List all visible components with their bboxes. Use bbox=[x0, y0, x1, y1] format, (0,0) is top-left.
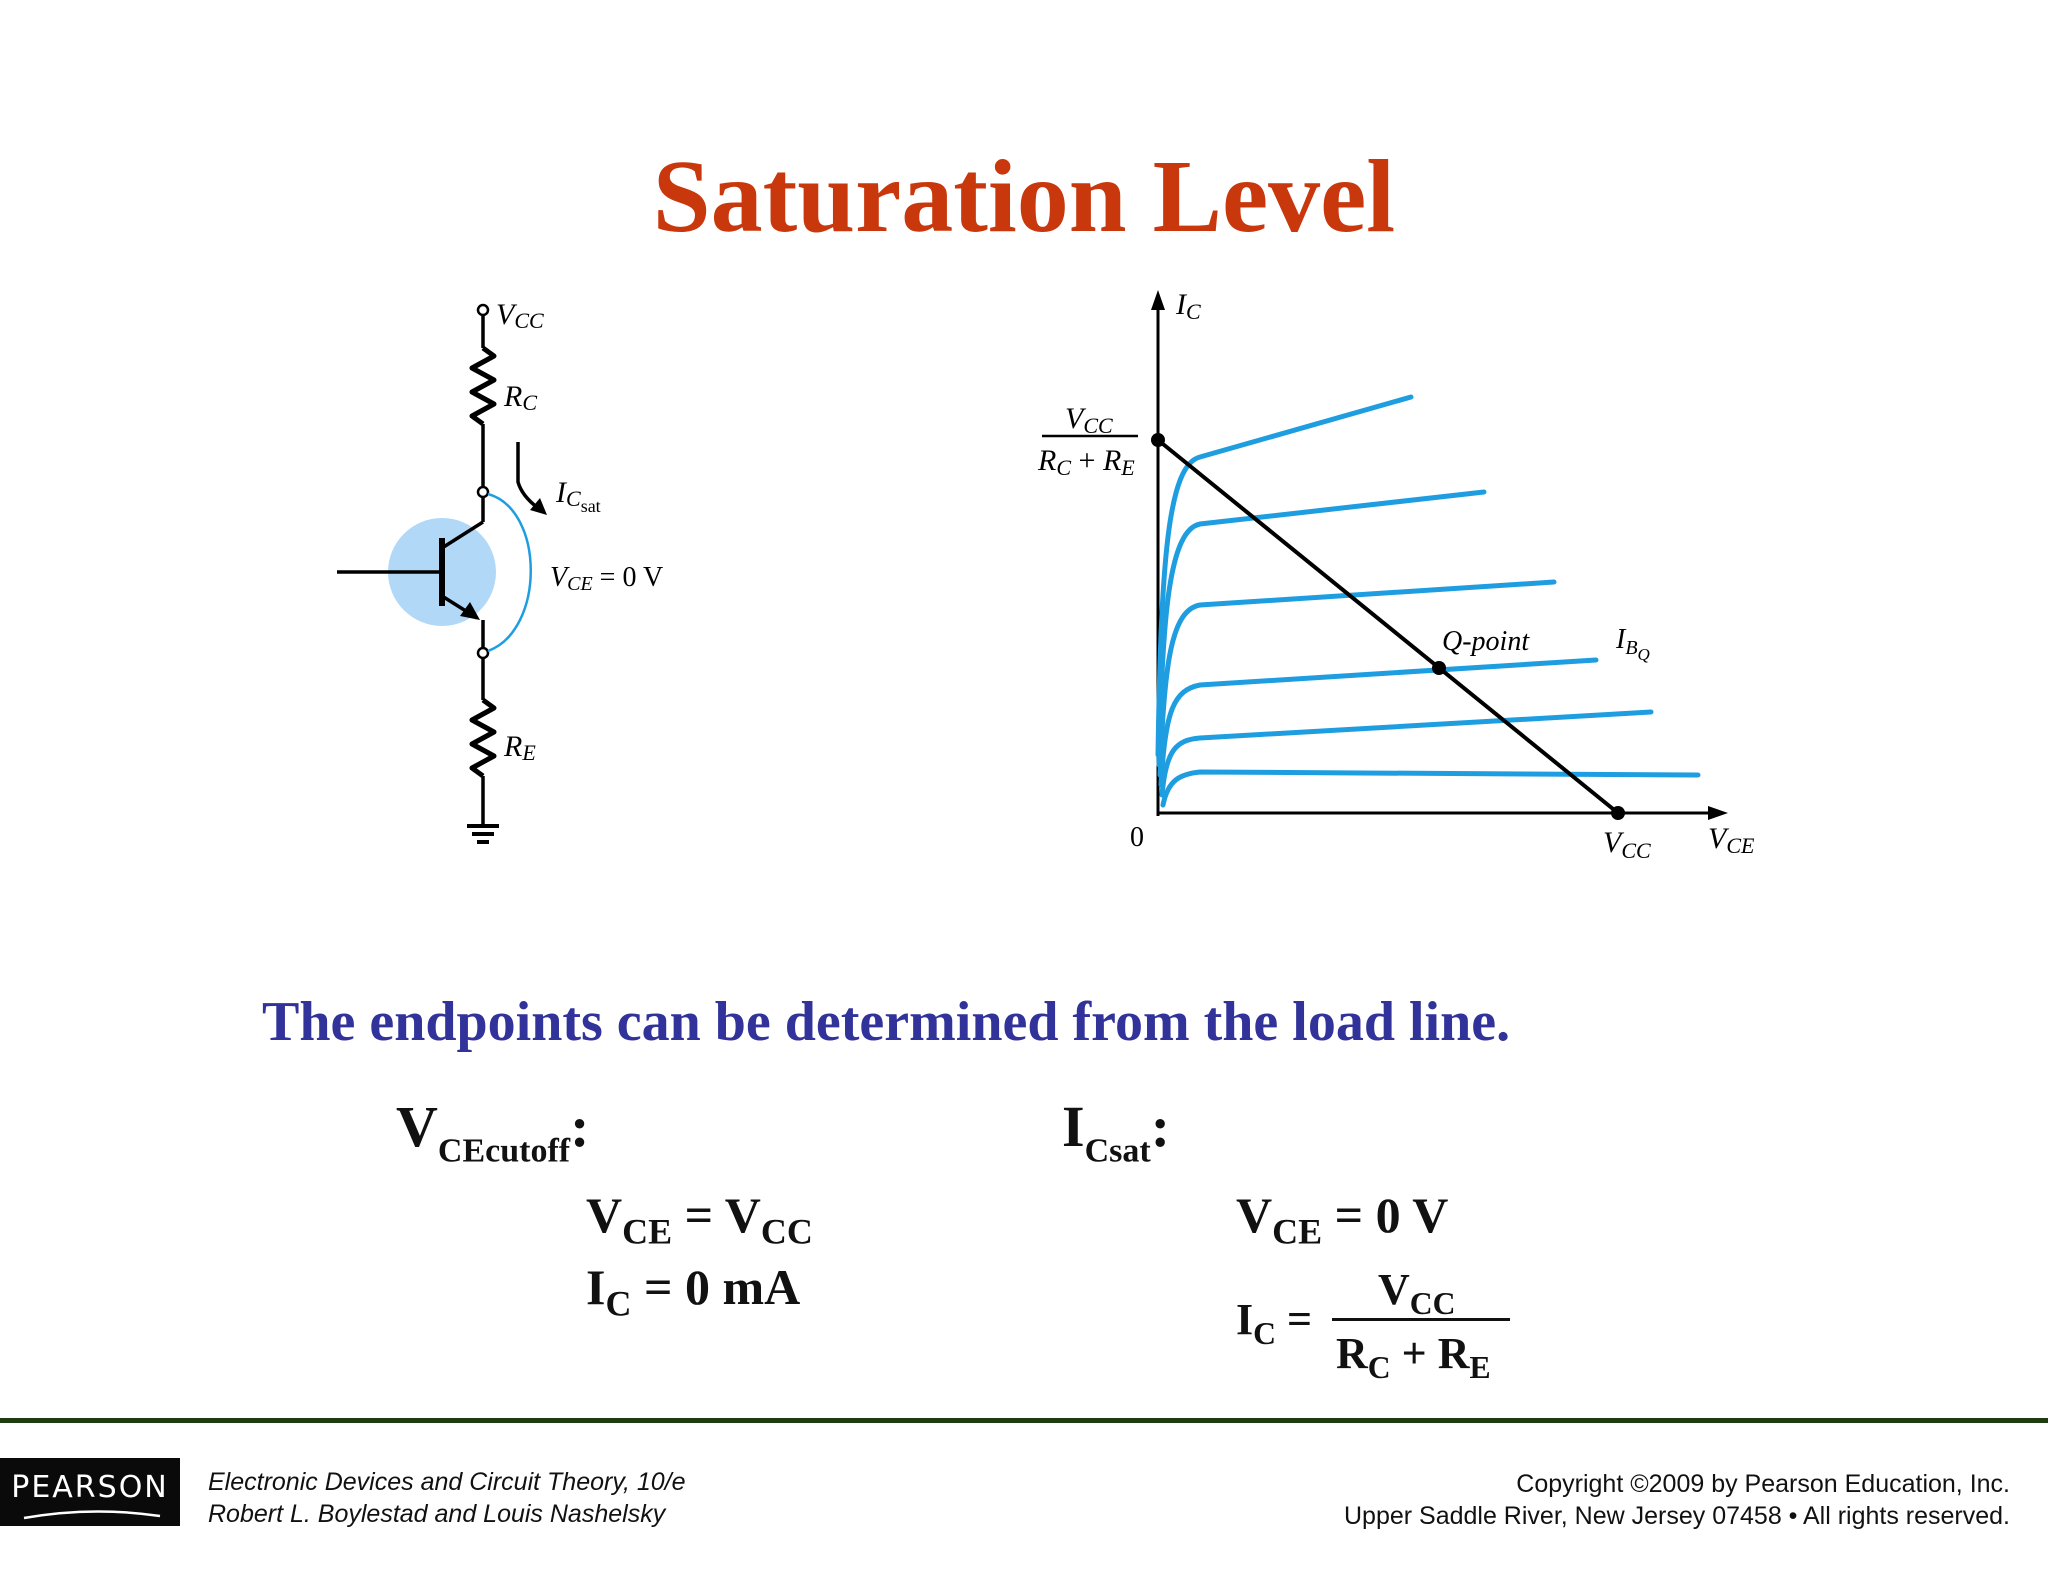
fraction-numerator: VCC bbox=[1378, 1265, 1456, 1322]
svg-text:VCE: VCE bbox=[1708, 822, 1755, 858]
saturation-equation-ic: IC = bbox=[1236, 1295, 1313, 1352]
rc-resistor bbox=[469, 345, 497, 427]
curve-6 bbox=[1155, 394, 1414, 758]
footer-rule bbox=[0, 1418, 2048, 1423]
characteristic-curves bbox=[1155, 394, 1701, 808]
subtitle: The endpoints can be determined from the… bbox=[262, 991, 1511, 1053]
cutoff-heading: VCEcutoff: bbox=[396, 1094, 590, 1170]
svg-text:RC: RC bbox=[503, 380, 537, 415]
footer-book-title: Electronic Devices and Circuit Theory, 1… bbox=[208, 1468, 686, 1496]
cutoff-equation-vce: VCE = VCC bbox=[586, 1187, 813, 1252]
pearson-logo-text: PEARSON bbox=[11, 1470, 169, 1505]
svg-text:RC + RE: RC + RE bbox=[1037, 444, 1135, 480]
page-title: Saturation Level bbox=[652, 139, 1396, 254]
footer-authors: Robert L. Boylestad and Louis Nashelsky bbox=[208, 1500, 666, 1528]
collector-node bbox=[476, 485, 490, 499]
ic-arrow bbox=[516, 442, 540, 510]
svg-text:VCE = 0 V: VCE = 0 V bbox=[550, 562, 663, 595]
fraction-bar bbox=[1332, 1318, 1510, 1321]
circuit-diagram: VCC RC RE ICsat VCE = 0 V bbox=[337, 298, 663, 844]
saturation-equation-vce: VCE = 0 V bbox=[1236, 1187, 1449, 1252]
emitter-node bbox=[476, 646, 490, 660]
svg-text:IBQ: IBQ bbox=[1615, 624, 1650, 664]
curve-3 bbox=[1158, 657, 1599, 788]
curve-4 bbox=[1157, 579, 1557, 778]
curve-1 bbox=[1160, 769, 1701, 808]
svg-text:RE: RE bbox=[503, 730, 536, 765]
logo-swoosh-icon bbox=[23, 1510, 161, 1520]
re-resistor bbox=[469, 697, 497, 779]
saturation-point bbox=[1151, 433, 1165, 447]
footer-copyright: Copyright ©2009 by Pearson Education, In… bbox=[1516, 1470, 2010, 1498]
svg-text:VCC: VCC bbox=[496, 298, 544, 333]
svg-text:ICsat: ICsat bbox=[555, 476, 601, 516]
vce-arc bbox=[487, 492, 532, 653]
svg-text:0: 0 bbox=[1130, 822, 1144, 853]
saturation-heading: ICsat: bbox=[1062, 1094, 1171, 1170]
fraction-denominator: RC + RE bbox=[1336, 1329, 1491, 1386]
svg-text:VCC: VCC bbox=[1065, 402, 1113, 438]
svg-text:IC: IC bbox=[1175, 288, 1201, 324]
load-line-graph: IC VCE 0 VCC VCC RC + RE Q-point IBQ bbox=[1037, 288, 1755, 863]
svg-text:Q-point: Q-point bbox=[1442, 626, 1530, 657]
q-point-marker bbox=[1432, 661, 1446, 675]
svg-text:VCC: VCC bbox=[1603, 826, 1651, 863]
footer-address: Upper Saddle River, New Jersey 07458 • A… bbox=[1343, 1502, 2010, 1530]
vcc-terminal bbox=[476, 303, 490, 317]
cutoff-point bbox=[1611, 806, 1625, 820]
emitter-arrow bbox=[460, 602, 480, 620]
load-line bbox=[1156, 438, 1620, 815]
cutoff-equation-ic: IC = 0 mA bbox=[586, 1259, 801, 1324]
